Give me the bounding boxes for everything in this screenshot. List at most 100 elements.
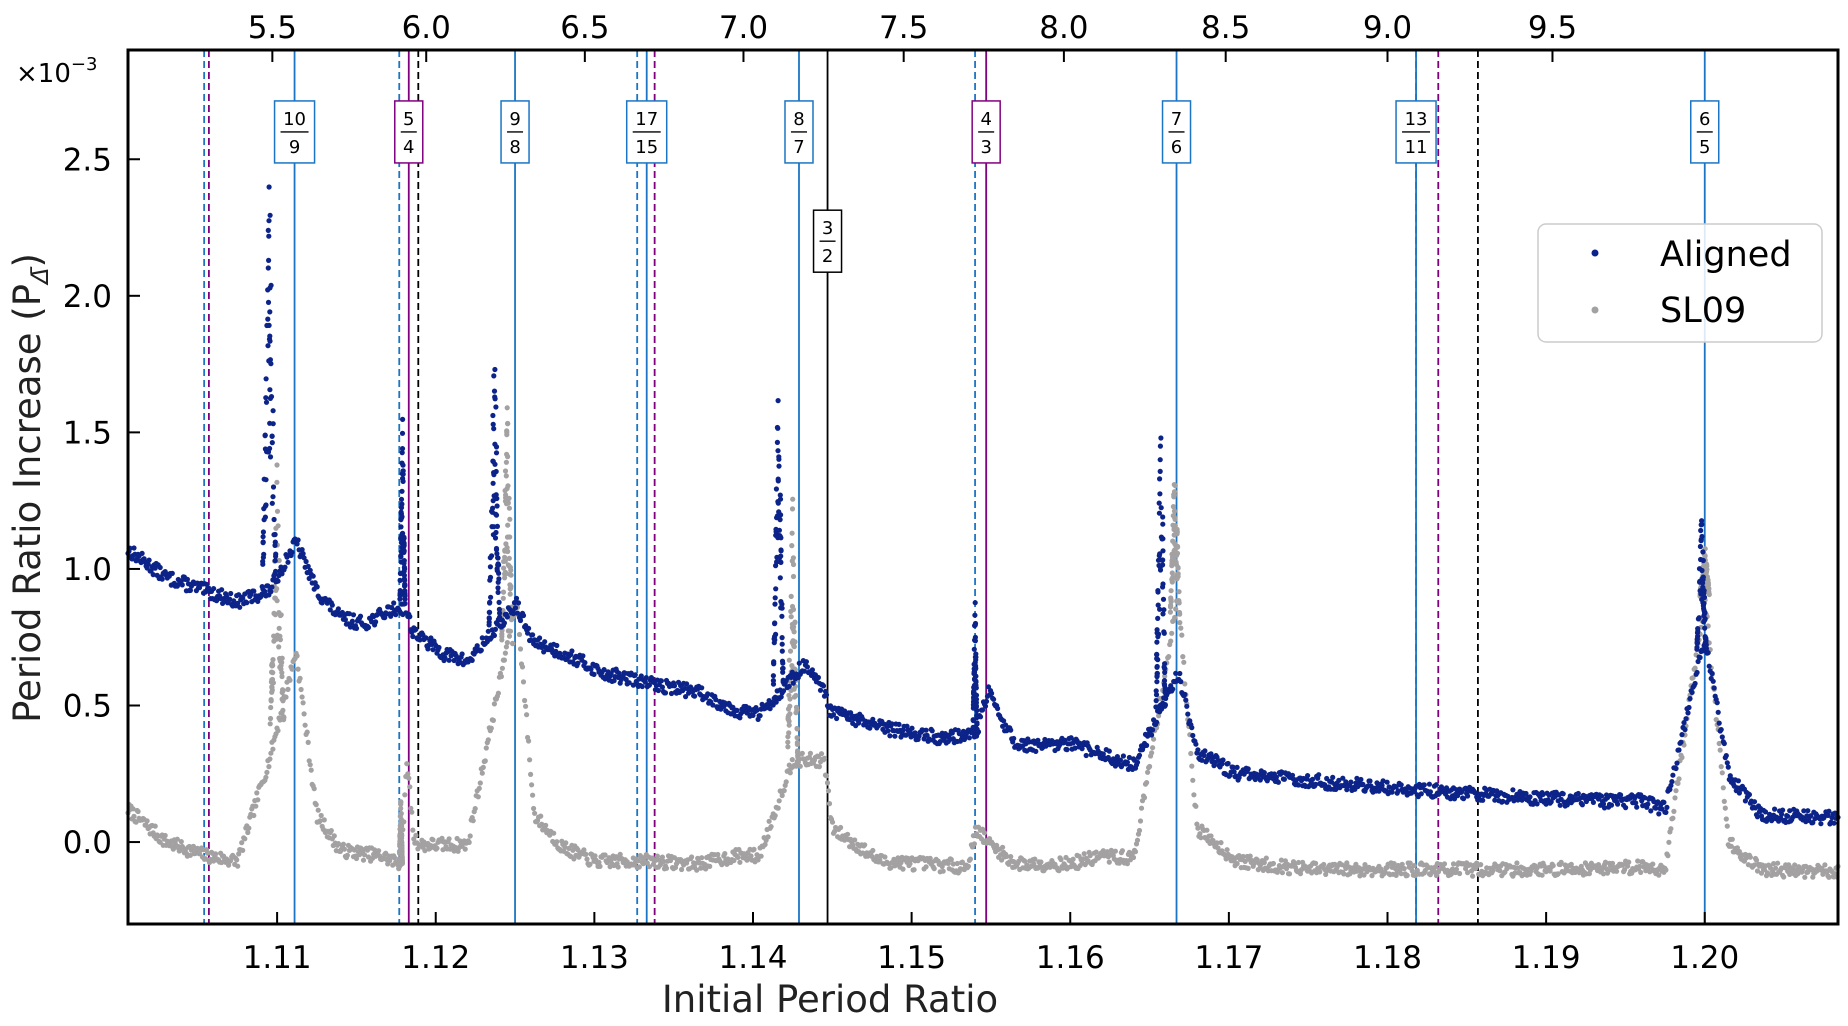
- data-point: [646, 682, 653, 688]
- resonance-denominator: 4: [403, 137, 414, 158]
- data-point: [794, 741, 801, 748]
- data-point: [1170, 538, 1176, 544]
- data-point: [240, 847, 246, 854]
- data-point: [1170, 522, 1176, 528]
- data-point: [1190, 777, 1196, 783]
- data-point: [1193, 741, 1199, 747]
- data-point: [1671, 808, 1677, 815]
- data-point: [219, 587, 225, 593]
- data-point: [305, 563, 311, 570]
- data-point: [1527, 794, 1533, 800]
- data-point: [1275, 779, 1281, 785]
- data-point: [139, 550, 145, 557]
- data-point: [1711, 685, 1717, 691]
- data-point: [1715, 709, 1721, 715]
- data-point: [1170, 686, 1176, 692]
- x-tick-label: 1.20: [1670, 940, 1739, 976]
- data-point: [710, 702, 716, 708]
- data-point: [825, 788, 832, 794]
- data-point: [554, 839, 560, 845]
- data-point: [504, 485, 510, 492]
- data-point: [1735, 778, 1741, 784]
- data-point: [1149, 732, 1155, 738]
- data-point: [1753, 857, 1760, 863]
- data-point: [430, 837, 436, 843]
- data-point: [945, 860, 951, 867]
- data-point: [1234, 861, 1240, 867]
- data-point: [300, 551, 306, 557]
- data-point: [1176, 589, 1182, 595]
- data-point: [1038, 859, 1044, 865]
- data-point: [1245, 865, 1251, 872]
- data-point: [1389, 789, 1395, 795]
- data-point: [446, 836, 452, 842]
- data-point: [1391, 861, 1397, 867]
- data-point: [490, 498, 496, 504]
- data-point: [270, 408, 276, 414]
- data-point: [860, 850, 866, 856]
- data-point: [788, 687, 794, 694]
- data-point: [260, 534, 266, 540]
- data-point: [213, 851, 219, 857]
- data-point: [265, 316, 271, 322]
- data-point: [234, 857, 240, 863]
- data-point: [279, 689, 285, 696]
- data-point: [373, 619, 379, 625]
- data-point: [1169, 560, 1175, 566]
- data-point: [542, 639, 548, 645]
- data-point: [793, 763, 799, 769]
- data-point: [400, 530, 406, 537]
- data-point: [1623, 805, 1629, 811]
- data-point: [307, 567, 313, 573]
- data-point: [299, 694, 305, 700]
- data-point: [399, 859, 405, 865]
- x-tick-label: 1.15: [877, 940, 946, 976]
- data-point: [276, 644, 282, 650]
- data-point: [962, 735, 969, 741]
- data-point: [502, 571, 508, 577]
- data-point: [485, 737, 491, 743]
- data-point: [502, 468, 509, 474]
- data-point: [485, 628, 491, 634]
- data-point: [801, 668, 808, 674]
- data-point: [1721, 798, 1727, 805]
- data-point: [1398, 871, 1404, 877]
- data-point: [1150, 727, 1156, 733]
- data-point: [967, 856, 974, 862]
- data-point: [487, 555, 493, 561]
- data-point: [491, 426, 497, 432]
- data-point: [1204, 827, 1210, 833]
- data-point: [786, 692, 792, 698]
- data-point: [268, 698, 274, 704]
- data-point: [1150, 745, 1156, 751]
- data-point: [1575, 790, 1581, 797]
- data-point: [1119, 848, 1125, 854]
- data-point: [494, 503, 500, 509]
- resonance-denominator: 15: [635, 137, 658, 158]
- y-axis-label-subscript: Δ̄: [26, 267, 54, 286]
- data-point: [480, 764, 486, 771]
- data-point: [715, 851, 721, 858]
- data-point: [1188, 750, 1194, 757]
- data-point: [1173, 670, 1179, 676]
- data-point: [794, 726, 800, 732]
- data-point: [349, 618, 355, 624]
- top-tick-label: 8.0: [1039, 10, 1088, 46]
- data-point: [1220, 757, 1226, 763]
- data-point: [501, 657, 507, 663]
- data-point: [790, 680, 796, 686]
- data-point: [365, 854, 372, 860]
- data-point: [1665, 853, 1671, 859]
- data-point: [804, 664, 811, 670]
- data-point: [272, 558, 278, 564]
- data-point: [588, 666, 594, 672]
- data-point: [630, 682, 636, 688]
- data-point: [1198, 835, 1204, 841]
- data-point: [792, 619, 798, 626]
- data-point: [269, 584, 275, 590]
- data-point: [1678, 739, 1684, 745]
- data-point: [1156, 510, 1162, 516]
- data-point: [327, 607, 333, 613]
- data-point: [1772, 806, 1778, 812]
- data-point: [785, 744, 791, 750]
